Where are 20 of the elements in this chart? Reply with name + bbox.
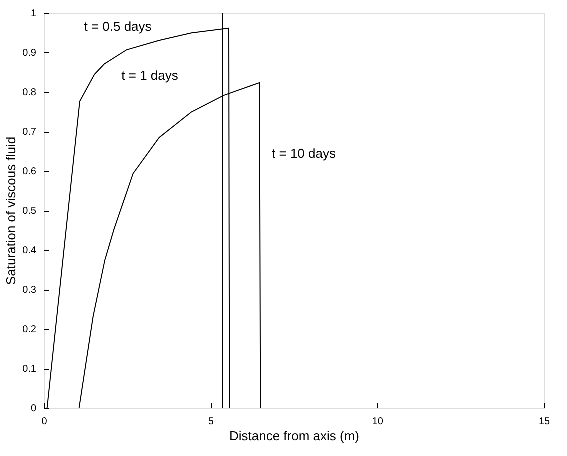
y-axis-title: Saturation of viscous fluid bbox=[4, 136, 19, 286]
x-tick-label: 15 bbox=[538, 416, 550, 428]
y-tick-label: 0.1 bbox=[22, 364, 37, 375]
y-tick-label: 0 bbox=[30, 404, 37, 414]
x-axis-title: Distance from axis (m) bbox=[229, 428, 360, 444]
x-tick-label: 5 bbox=[208, 416, 214, 428]
y-tick-label: 0.4 bbox=[22, 246, 37, 256]
y-tick-label: 0.2 bbox=[22, 324, 37, 336]
annotation: t = 1 days bbox=[122, 68, 179, 83]
x-tick-label: 0 bbox=[42, 416, 48, 428]
x-tick-label: 10 bbox=[372, 416, 384, 428]
y-tick-label: 0.9 bbox=[22, 48, 37, 59]
y-tick-label: 0.8 bbox=[22, 88, 37, 98]
y-tick-label: 0.6 bbox=[22, 166, 37, 178]
y-tick-label: 1 bbox=[30, 8, 37, 20]
y-tick-label: 0.3 bbox=[22, 285, 37, 296]
annotation: t = 0.5 days bbox=[84, 19, 152, 34]
y-tick-label: 0.7 bbox=[22, 127, 37, 138]
y-tick-label: 0.5 bbox=[22, 206, 37, 217]
annotation: t = 10 days bbox=[272, 146, 336, 161]
